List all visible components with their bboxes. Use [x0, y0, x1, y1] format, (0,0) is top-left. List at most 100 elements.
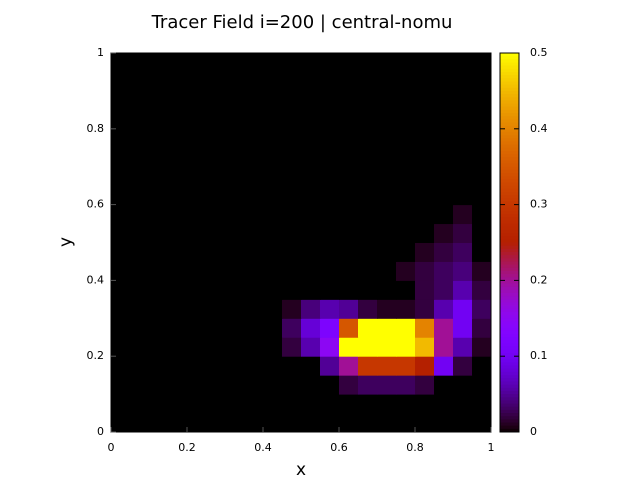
heat-cell: [377, 128, 397, 149]
heat-cell: [206, 109, 226, 130]
heat-cell: [168, 71, 188, 92]
heat-cell: [149, 261, 169, 281]
colorbar-band: [500, 122, 519, 127]
heat-cell: [396, 71, 416, 92]
heat-cell: [225, 375, 245, 395]
colorbar-band: [500, 154, 519, 158]
heat-cell: [434, 242, 454, 262]
heat-cell: [149, 204, 169, 225]
heat-cell: [168, 375, 188, 395]
heat-cell: [472, 261, 492, 281]
heat-cell: [415, 299, 435, 319]
heat-cell: [339, 166, 359, 187]
heat-cell: [377, 223, 397, 243]
heat-cell: [472, 337, 492, 357]
heat-cell: [282, 128, 302, 149]
heat-cell: [187, 299, 207, 319]
colorbar-band: [500, 217, 519, 221]
heat-cell: [453, 90, 473, 111]
heat-cell: [206, 356, 226, 376]
colorbar-band: [500, 251, 519, 256]
heat-cell: [130, 356, 150, 376]
heat-cell: [282, 166, 302, 187]
colorbar-band: [500, 302, 519, 307]
heat-cell: [377, 375, 397, 395]
colorbar-band: [500, 428, 519, 433]
heat-cell: [434, 413, 454, 433]
heat-cell: [320, 128, 340, 149]
heat-cell: [244, 280, 264, 300]
heat-cell: [225, 413, 245, 433]
heat-cell: [111, 394, 131, 414]
colorbar-band: [500, 157, 519, 161]
heat-cell: [130, 204, 150, 225]
heat-cell: [149, 413, 169, 433]
colorbar-band: [500, 296, 519, 300]
heat-cell: [472, 147, 492, 168]
heat-cell: [263, 261, 283, 281]
heat-cell: [396, 356, 416, 376]
colorbar-band: [500, 131, 519, 136]
colorbar-band: [500, 261, 519, 266]
colorbar-band: [500, 365, 519, 370]
heat-cell: [187, 261, 207, 281]
heat-cell: [415, 394, 435, 414]
colorbar-band: [500, 280, 519, 285]
heat-cell: [263, 318, 283, 338]
heat-cell: [149, 147, 169, 168]
heat-cell: [472, 318, 492, 338]
heat-cell: [358, 375, 378, 395]
heat-cell: [339, 318, 359, 338]
heat-cell: [453, 109, 473, 130]
colorbar-band: [500, 75, 519, 79]
heat-cell: [358, 223, 378, 243]
colorbar-band: [500, 125, 519, 130]
heat-cell: [396, 185, 416, 206]
colorbar-band: [500, 293, 519, 297]
heat-cell: [130, 318, 150, 338]
colorbar-band: [500, 289, 519, 294]
heat-cell: [206, 318, 226, 338]
heat-cell: [453, 71, 473, 92]
heat-cell: [320, 223, 340, 243]
heat-cell: [415, 185, 435, 206]
heat-cell: [415, 261, 435, 281]
heat-cell: [111, 223, 131, 243]
heat-cell: [320, 261, 340, 281]
heat-cell: [453, 166, 473, 187]
colorbar-band: [500, 84, 519, 89]
heat-cell: [111, 147, 131, 168]
colorbar-band: [500, 416, 519, 420]
heat-cell: [130, 223, 150, 243]
heat-cell: [434, 375, 454, 395]
heat-cell: [377, 185, 397, 206]
heat-cell: [149, 53, 169, 73]
heat-cell: [434, 261, 454, 281]
heat-cell: [206, 280, 226, 300]
heat-cell: [225, 280, 245, 300]
heat-cell: [415, 147, 435, 168]
plot-frame: [110, 52, 492, 433]
colorbar-band: [500, 201, 519, 206]
heat-cell: [434, 109, 454, 130]
heat-cell: [244, 318, 264, 338]
heat-cell: [415, 318, 435, 338]
heat-cell: [301, 185, 321, 206]
heat-cell: [339, 413, 359, 433]
heat-cell: [187, 90, 207, 111]
colorbar-band: [500, 81, 519, 86]
heat-cell: [472, 356, 492, 376]
colorbar-band: [500, 173, 519, 177]
heat-cell: [358, 356, 378, 376]
heat-cell: [415, 375, 435, 395]
heat-cell: [206, 53, 226, 73]
heat-cell: [301, 128, 321, 149]
heat-cell: [282, 109, 302, 130]
heat-cell: [472, 128, 492, 149]
heat-cell: [263, 128, 283, 149]
heat-cell: [244, 299, 264, 319]
heat-cell: [225, 318, 245, 338]
colorbar-band: [500, 327, 519, 332]
heat-cell: [301, 90, 321, 111]
heat-cell: [111, 337, 131, 357]
